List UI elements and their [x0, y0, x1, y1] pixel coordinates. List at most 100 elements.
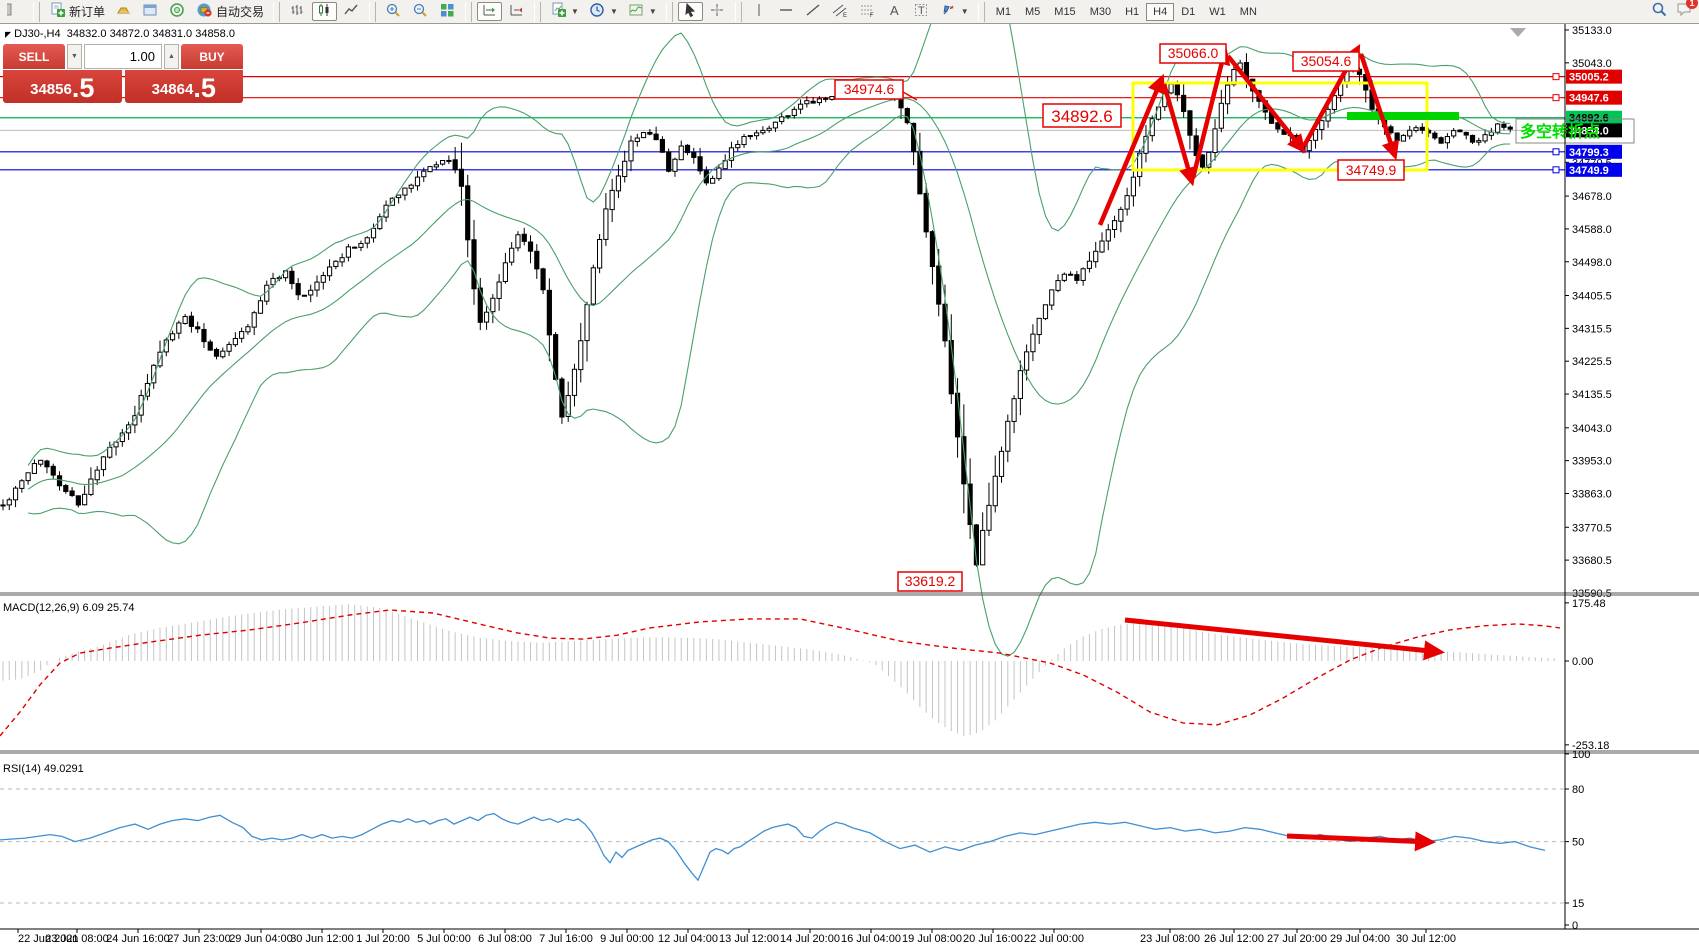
- timeframe-mn-button[interactable]: MN: [1239, 5, 1257, 18]
- time-axis-label: 5 Jul 00:00: [417, 933, 471, 945]
- svg-text:35005.2: 35005.2: [1569, 72, 1609, 84]
- trendline-button[interactable]: [801, 2, 826, 21]
- fibonacci-button[interactable]: F: [855, 2, 880, 21]
- line-chart-button[interactable]: [339, 2, 364, 21]
- price-axis-tick: 33770.5: [1572, 522, 1612, 534]
- macd-trend-arrow[interactable]: [1124, 617, 1445, 661]
- callout-line: [902, 91, 918, 101]
- arrows-button[interactable]: ▼: [936, 2, 973, 21]
- green-support-band[interactable]: [1347, 112, 1459, 120]
- line-handle[interactable]: [1552, 148, 1560, 156]
- svg-text:T: T: [918, 5, 925, 17]
- timeframe-m15-button[interactable]: M15: [1054, 5, 1076, 18]
- time-axis-label: 27 Jul 20:00: [1267, 933, 1327, 945]
- sell-button[interactable]: SELL: [3, 44, 65, 69]
- yellow-range-rectangle[interactable]: [1131, 81, 1429, 172]
- period-button[interactable]: ▼: [585, 2, 622, 21]
- label-button[interactable]: T: [909, 2, 934, 21]
- line-handle[interactable]: [1552, 73, 1560, 81]
- zoom-in-button[interactable]: [381, 2, 406, 21]
- time-axis-label: 24 Jun 16:00: [106, 933, 170, 945]
- channel-button[interactable]: E: [828, 2, 853, 21]
- buy-price[interactable]: 34864.5: [124, 70, 243, 103]
- time-axis-label: 30 Jun 12:00: [290, 933, 354, 945]
- tile-windows-button[interactable]: [435, 2, 460, 21]
- timeframe-w1-button[interactable]: W1: [1209, 5, 1226, 18]
- timeframe-h4-button[interactable]: H4: [1146, 2, 1175, 21]
- timeframe-m5-button[interactable]: M5: [1025, 5, 1041, 18]
- price-axis-tick: 35133.0: [1572, 25, 1612, 37]
- price-label-box[interactable]: [1292, 51, 1360, 72]
- chart-shift-marker: [1510, 28, 1526, 37]
- main-toolbar: 新订单 自动交易 ▼ ▼ ▼ E F A T ▼ M1 M5 M15 M30 H1 H4 D1 W1 MN 1: [0, 0, 1699, 24]
- svg-text:50: 50: [1572, 837, 1584, 849]
- time-axis-label: 23 Jun 08:00: [45, 933, 109, 945]
- timeframe-m30-button[interactable]: M30: [1089, 5, 1112, 18]
- edge-clipped-icon[interactable]: [0, 2, 28, 21]
- lot-size-input[interactable]: 1.00: [84, 44, 162, 69]
- price-axis-tick: 34678.0: [1572, 191, 1612, 203]
- price-label-box[interactable]: [897, 571, 963, 592]
- sell-price[interactable]: 34856.5: [3, 70, 122, 103]
- chart-gold-icon[interactable]: [111, 2, 136, 21]
- zigzag-trend-arrow[interactable]: [1161, 83, 1197, 187]
- time-axis-label: 20 Jul 16:00: [963, 933, 1023, 945]
- price-label-box[interactable]: [1042, 103, 1122, 128]
- market-watch-icon[interactable]: [138, 2, 163, 21]
- lot-down-button[interactable]: ▼: [67, 44, 82, 69]
- timeframe-h1-button[interactable]: H1: [1125, 5, 1140, 18]
- time-axis-label: 1 Jul 20:00: [356, 933, 410, 945]
- signals-icon[interactable]: [165, 2, 190, 21]
- crosshair-button[interactable]: [705, 2, 730, 21]
- macd-signal-line: [0, 609, 1561, 737]
- svg-text:80: 80: [1572, 784, 1584, 796]
- line-handle[interactable]: [1552, 166, 1560, 174]
- svg-text:34947.6: 34947.6: [1569, 93, 1609, 105]
- note-box[interactable]: [1515, 118, 1635, 144]
- price-label-text: 34974.6: [844, 81, 895, 97]
- price-label-box[interactable]: [834, 79, 904, 100]
- new-order-button[interactable]: 新订单: [45, 2, 109, 21]
- price-label-box[interactable]: [1159, 43, 1227, 64]
- shapes-icon: [940, 2, 957, 21]
- hline-button[interactable]: [774, 2, 799, 21]
- bollinger-bands: [27, 0, 1511, 657]
- indicators-button[interactable]: ▼: [624, 2, 661, 21]
- toolbar-separator: [369, 1, 377, 22]
- signal-icon: [169, 2, 186, 21]
- price-label-box[interactable]: [1337, 159, 1405, 181]
- zigzag-trend-arrow[interactable]: [1190, 45, 1231, 179]
- svg-text:0: 0: [1572, 920, 1578, 932]
- gold-icon: [115, 2, 132, 21]
- search-icon[interactable]: [1651, 1, 1668, 22]
- time-axis-label: 9 Jul 00:00: [600, 933, 654, 945]
- timeframe-d1-button[interactable]: D1: [1181, 5, 1196, 18]
- notification-icon[interactable]: 1: [1676, 0, 1698, 22]
- zigzag-trend-arrow[interactable]: [1097, 73, 1165, 226]
- text-button[interactable]: A: [882, 2, 907, 21]
- timeframe-m1-button[interactable]: M1: [995, 5, 1011, 18]
- line-handle[interactable]: [1552, 94, 1560, 102]
- rsi-trend-arrow[interactable]: [1286, 831, 1436, 852]
- zoom-out-button[interactable]: [408, 2, 433, 21]
- zigzag-trend-arrow[interactable]: [1358, 53, 1399, 161]
- chart-annotations[interactable]: 34974.6 35066.0 35054.6 34892.6 34749.9 33619…: [834, 28, 1635, 592]
- zigzag-trend-arrow[interactable]: [1226, 54, 1306, 154]
- candle-chart-button[interactable]: [312, 2, 338, 21]
- channel-icon: E: [832, 2, 849, 21]
- new-chart-button[interactable]: ▼: [546, 2, 583, 21]
- chart-shift-button[interactable]: [504, 2, 529, 21]
- toolbar-separator: [534, 1, 542, 22]
- bar-chart-button[interactable]: [285, 2, 310, 21]
- autotrading-button[interactable]: 自动交易: [192, 2, 268, 21]
- time-axis-label: 14 Jul 20:00: [780, 933, 840, 945]
- buy-button[interactable]: BUY: [181, 44, 243, 69]
- cursor-button[interactable]: [677, 2, 703, 21]
- auto-scroll-button[interactable]: [477, 2, 503, 21]
- toolbar-separator: [977, 1, 985, 22]
- vline-button[interactable]: [747, 2, 772, 21]
- lot-up-button[interactable]: ▲: [164, 44, 179, 69]
